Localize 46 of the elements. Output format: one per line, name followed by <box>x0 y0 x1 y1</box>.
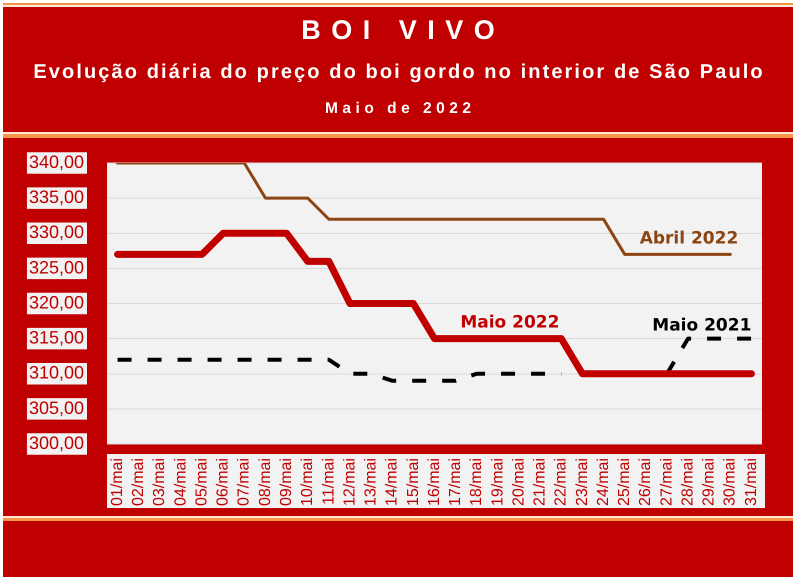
x-tick-label: 24/mai <box>594 458 612 506</box>
series-label: Maio 2021 <box>652 316 752 336</box>
chart-title: BOI VIVO <box>300 14 506 47</box>
x-tick-label: 16/mai <box>426 458 443 506</box>
x-tick-label: 18/mai <box>468 458 486 506</box>
x-tick-label: 27/mai <box>658 458 676 506</box>
y-tick-label: 305,00 <box>28 398 84 418</box>
x-tick-label: 04/mai <box>172 458 190 506</box>
x-tick-label: 03/mai <box>151 458 168 506</box>
y-tick-label: 300,00 <box>28 432 84 453</box>
x-tick-label: 10/mai <box>299 458 316 506</box>
x-tick-label: 28/mai <box>679 458 696 506</box>
x-tick-label: 12/mai <box>341 458 358 506</box>
x-tick-label: 02/mai <box>130 458 148 506</box>
x-tick-label: 05/mai <box>193 458 210 506</box>
y-tick-label: 330,00 <box>28 222 84 242</box>
y-tick-label: 335,00 <box>28 187 84 208</box>
y-tick-label: 325,00 <box>28 257 84 278</box>
x-tick-label: 15/mai <box>404 458 422 506</box>
x-tick-label: 09/mai <box>278 458 296 506</box>
x-tick-label: 11/mai <box>320 458 338 505</box>
y-tick-label: 340,00 <box>28 152 84 172</box>
series-label: Abril 2022 <box>640 228 738 248</box>
x-tick-label: 29/mai <box>700 458 718 506</box>
chart-subtitle: Evolução diária do preço do boi gordo no interior de São Paulo <box>32 60 766 85</box>
x-tick-label: 01/mai <box>108 458 126 506</box>
series-label: Maio 2022 <box>460 312 560 333</box>
text: Maio de 2022 <box>324 99 476 119</box>
x-tick-label: 17/mai <box>447 458 464 506</box>
y-tick-label: 310,00 <box>28 362 84 383</box>
x-tick-label: 31/mai <box>742 458 760 506</box>
x-tick-label: 06/mai <box>214 458 232 506</box>
x-tick-label: 20/mai <box>510 458 528 506</box>
x-tick-label: 14/mai <box>384 458 401 506</box>
x-tick-label: 08/mai <box>256 458 274 506</box>
x-tick-label: 26/mai <box>637 458 654 506</box>
x-tick-label: 23/mai <box>574 458 591 506</box>
x-tick-label: 19/mai <box>489 458 506 506</box>
y-tick-label: 320,00 <box>28 292 84 312</box>
x-tick-label: 25/mai <box>616 458 634 506</box>
x-tick-label: 21/mai <box>532 458 549 506</box>
x-tick-label: 30/mai <box>722 458 739 506</box>
x-tick-label: 07/mai <box>236 458 253 506</box>
x-tick-label: 22/mai <box>552 458 570 506</box>
x-tick-label: 13/mai <box>362 458 380 506</box>
y-tick-label: 315,00 <box>28 328 84 348</box>
